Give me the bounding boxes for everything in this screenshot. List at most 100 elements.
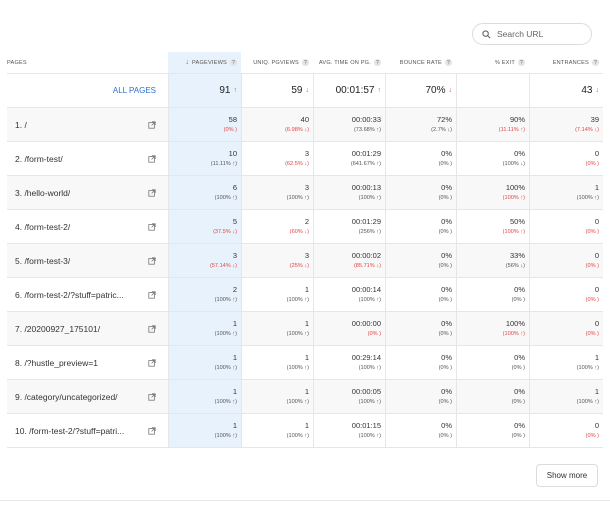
external-link-icon[interactable] <box>148 426 156 435</box>
external-link-icon[interactable] <box>148 154 156 163</box>
exit-cell: 0% (0% ) <box>456 278 529 311</box>
search-input[interactable] <box>497 29 587 39</box>
bounce-rate-value: 72% <box>436 114 452 124</box>
external-link-icon[interactable] <box>148 188 156 197</box>
external-link-icon[interactable] <box>148 358 156 367</box>
bounce-rate-value: 0% <box>441 386 452 396</box>
help-icon[interactable]: ? <box>518 59 525 66</box>
col-header-exit[interactable]: % Exit ? <box>456 52 529 73</box>
page-link[interactable]: 10. /form-test-2/?stuff=patri... <box>15 425 125 436</box>
bounce-rate-delta: (0% ) <box>438 228 452 235</box>
col-header-pageviews-label: Pageviews <box>192 59 227 66</box>
exit-delta: (0% ) <box>511 296 525 303</box>
external-link-icon[interactable] <box>148 120 156 129</box>
col-header-bounce-rate[interactable]: Bounce Rate ? <box>385 52 456 73</box>
exit-delta: (0% ) <box>511 398 525 405</box>
entrances-value: 0 <box>594 250 599 260</box>
page-link[interactable]: 3. /hello-world/ <box>15 187 71 198</box>
table-row[interactable]: 2. /form-test/10 (11.11% ↑) 3 (62.5% ↓) 00:0… <box>7 142 603 176</box>
uniq-pageviews-delta: (25% ↓) <box>289 262 309 269</box>
table-row[interactable]: 7. /20200927_175101/1 (100% ↑) 1 (100% ↑) 00… <box>7 312 603 346</box>
help-icon[interactable]: ? <box>230 59 237 66</box>
table-row[interactable]: 4. /form-test-2/5 (37.5% ↓) 2 (60% ↓) 00:01:… <box>7 210 603 244</box>
search-box[interactable] <box>472 23 592 45</box>
col-header-pages[interactable]: Pages <box>7 52 168 73</box>
page-link[interactable]: 1. / <box>15 119 27 130</box>
help-icon[interactable]: ? <box>374 59 381 66</box>
col-header-avg-time[interactable]: Avg. Time on pg. ? <box>313 52 385 73</box>
table-row[interactable]: 5. /form-test-3/3 (57.14% ↓) 3 (25% ↓) 00:00… <box>7 244 603 278</box>
entrances-cell: 0 (0% ) <box>529 278 603 311</box>
pageviews-value: 58 <box>228 114 237 124</box>
table-row[interactable]: 1. / 58 (0% ) 40 (6.98% ↓) 00:00:33 (73.68% ↑)… <box>7 108 603 142</box>
avg-time-value: 00:00:02 <box>351 250 381 260</box>
avg-time-delta: (85.71% ↓) <box>353 262 381 269</box>
entrances-cell: 0 (0% ) <box>529 210 603 243</box>
entrances-delta: (0% ) <box>585 160 599 167</box>
uniq-pageviews-delta: (6.98% ↓) <box>285 126 309 133</box>
avg-time-value: 00:00:00 <box>351 318 381 328</box>
col-header-entrances[interactable]: Entrances ? <box>529 52 603 73</box>
bounce-rate-cell: 0% (0% ) <box>385 142 456 175</box>
pageviews-delta: (11.11% ↑) <box>210 160 237 167</box>
external-link-icon[interactable] <box>148 290 156 299</box>
page-link[interactable]: 5. /form-test-3/ <box>15 255 71 266</box>
avg-time-value: 00:01:29 <box>351 148 381 158</box>
page-link[interactable]: 7. /20200927_175101/ <box>15 323 101 334</box>
exit-value: 100% <box>505 318 525 328</box>
pageviews-delta: (37.5% ↓) <box>213 228 237 235</box>
exit-value: 100% <box>505 182 525 192</box>
page-link[interactable]: 9. /category/uncategorized/ <box>15 391 118 402</box>
uniq-pageviews-cell: 1 (100% ↑) <box>241 380 313 413</box>
page-cell: 7. /20200927_175101/ <box>7 312 168 345</box>
avg-time-cell: 00:00:02 (85.71% ↓) <box>313 244 385 277</box>
pageviews-delta: (100% ↑) <box>214 194 237 201</box>
all-entrances-value: 43 <box>581 84 593 96</box>
page-link[interactable]: 6. /form-test-2/?stuff=patric... <box>15 289 124 300</box>
entrances-value: 1 <box>594 386 599 396</box>
avg-time-value: 00:01:15 <box>351 420 381 430</box>
pageviews-cell: 10 (11.11% ↑) <box>168 142 241 175</box>
bounce-rate-delta: (0% ) <box>438 364 452 371</box>
pageviews-value: 2 <box>232 284 237 294</box>
uniq-pageviews-value: 1 <box>304 284 309 294</box>
external-link-icon[interactable] <box>148 392 156 401</box>
bounce-rate-value: 0% <box>441 182 452 192</box>
external-link-icon[interactable] <box>148 222 156 231</box>
pageviews-delta: (100% ↑) <box>214 296 237 303</box>
col-header-pageviews[interactable]: ↓ Pageviews ? <box>168 52 241 73</box>
page-link[interactable]: 8. /?hustle_preview=1 <box>15 357 98 368</box>
col-header-uniq-pageviews[interactable]: Uniq. Pgviews ? <box>241 52 313 73</box>
page-cell: 10. /form-test-2/?stuff=patri... <box>7 414 168 447</box>
exit-delta: (100% ↓) <box>502 160 525 167</box>
uniq-pageviews-value: 3 <box>304 148 309 158</box>
bounce-rate-delta: (2.7% ↓) <box>431 126 452 133</box>
page-link[interactable]: 4. /form-test-2/ <box>15 221 71 232</box>
external-link-icon[interactable] <box>148 324 156 333</box>
uniq-pageviews-value: 1 <box>304 318 309 328</box>
table-row[interactable]: 10. /form-test-2/?stuff=patri... 1 (100% ↑… <box>7 414 603 448</box>
page-cell: 5. /form-test-3/ <box>7 244 168 277</box>
search-icon <box>482 29 491 38</box>
page-link[interactable]: 2. /form-test/ <box>15 153 63 164</box>
table-row[interactable]: 9. /category/uncategorized/1 (100% ↑) 1 (10… <box>7 380 603 414</box>
page-cell: 8. /?hustle_preview=1 <box>7 346 168 379</box>
help-icon[interactable]: ? <box>445 59 452 66</box>
avg-time-value: 00:29:14 <box>351 352 381 362</box>
table-row[interactable]: 6. /form-test-2/?stuff=patric... 2 (100% ↑… <box>7 278 603 312</box>
bounce-rate-value: 0% <box>441 216 452 226</box>
pageviews-delta: (100% ↑) <box>214 364 237 371</box>
entrances-cell: 39 (7.14% ↓) <box>529 108 603 141</box>
show-more-button[interactable]: Show more <box>536 464 598 487</box>
help-icon[interactable]: ? <box>592 59 599 66</box>
pageviews-delta: (100% ↑) <box>214 432 237 439</box>
all-pages-link[interactable]: ALL PAGES <box>112 86 156 95</box>
avg-time-cell: 00:01:29 (256% ↑) <box>313 210 385 243</box>
help-icon[interactable]: ? <box>302 59 309 66</box>
external-link-icon[interactable] <box>148 256 156 265</box>
avg-time-cell: 00:01:29 (641.67% ↑) <box>313 142 385 175</box>
table-row[interactable]: 8. /?hustle_preview=1 1 (100% ↑) 1 (100% ↑) 0… <box>7 346 603 380</box>
all-pages-row: ALL PAGES 91 ↑ 59 ↓ 00:01:57 ↑ 70% ↓ 43 … <box>7 74 603 108</box>
avg-time-value: 00:00:05 <box>351 386 381 396</box>
table-row[interactable]: 3. /hello-world/6 (100% ↑) 3 (100% ↑) 00:00:… <box>7 176 603 210</box>
